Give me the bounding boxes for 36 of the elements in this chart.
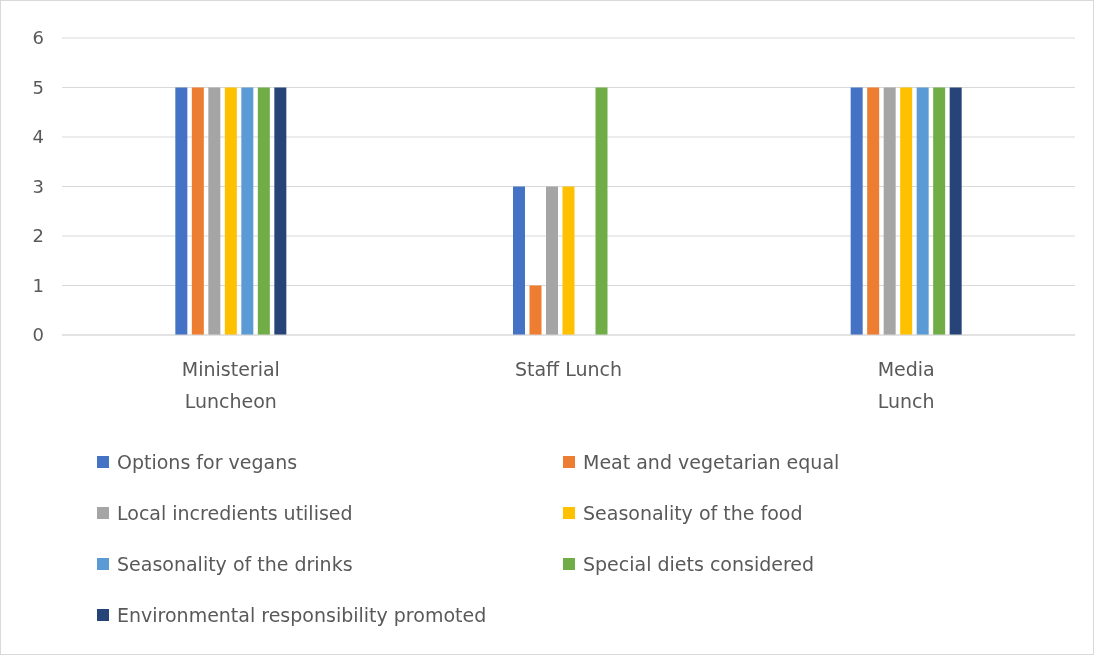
bar (916, 87, 929, 335)
y-tick-label: 3 (32, 175, 44, 197)
bar (208, 87, 221, 335)
bar (949, 87, 962, 335)
bar (595, 87, 608, 335)
bar (883, 87, 896, 335)
x-tick-label: Staff Lunch (514, 358, 623, 380)
y-tick-label: 0 (32, 324, 44, 346)
bar (257, 87, 270, 335)
y-tick-label: 1 (32, 274, 44, 296)
bar (867, 87, 880, 335)
legend-label: Meat and vegetarian equal (583, 451, 840, 473)
x-tick-label: Ministerial Luncheon (181, 358, 280, 412)
bar (274, 87, 287, 335)
y-tick-label: 5 (32, 76, 44, 98)
bar (529, 285, 542, 335)
x-tick-label: Media Lunch (877, 358, 935, 412)
bar (175, 87, 188, 335)
y-tick-label: 2 (32, 225, 44, 247)
y-tick-label: 4 (32, 126, 44, 148)
legend-label: Options for vegans (117, 451, 298, 473)
bar (513, 186, 525, 335)
bar (191, 87, 204, 335)
legend-label: Seasonality of the food (583, 502, 803, 524)
bar (546, 186, 558, 335)
bar (224, 87, 237, 335)
bar (933, 87, 946, 335)
legend-label: Local incredients utilised (117, 502, 353, 524)
bar (241, 87, 254, 335)
bar (562, 186, 575, 335)
bar (850, 87, 863, 335)
legend-label: Seasonality of the drinks (117, 553, 353, 575)
legend-label: Environmental responsibility promoted (117, 604, 487, 626)
y-tick-label: 6 (32, 27, 44, 49)
legend-label: Special diets considered (583, 553, 815, 575)
bar (900, 87, 913, 335)
